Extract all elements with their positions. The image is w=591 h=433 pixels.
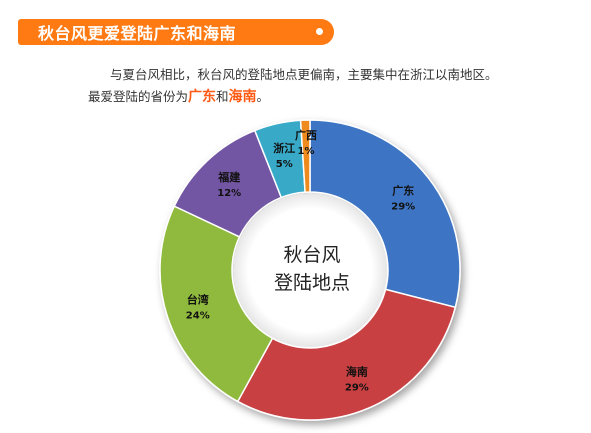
section-title-banner: 秋台风更爱登陆广东和海南 <box>18 19 334 45</box>
description-prefix: 最爱登陆的省份为 <box>88 89 189 104</box>
donut-slice-5 <box>299 119 311 193</box>
slice-label-4: 浙江 <box>273 141 295 155</box>
slice-value-2: 24% <box>186 310 210 321</box>
donut-slice-0 <box>309 119 461 309</box>
slice-label-1: 海南 <box>346 364 368 378</box>
donut-slice-1 <box>236 288 457 421</box>
banner-dot-icon <box>316 28 323 35</box>
description: 与夏台风相比，秋台风的登陆地点更偏南，主要集中在浙江以南地区。 最爱登陆的省份为… <box>88 64 583 108</box>
slice-value-4: 5% <box>276 159 293 170</box>
donut-slice-2 <box>159 205 274 403</box>
highlight-guangdong: 广东 <box>188 89 217 105</box>
slice-label-2: 台湾 <box>187 292 209 306</box>
center-label-line-1: 秋台风 <box>283 244 340 266</box>
slice-value-1: 29% <box>345 382 369 393</box>
slice-label-0: 广东 <box>392 184 414 198</box>
slice-value-3: 12% <box>217 188 241 199</box>
description-line-1: 与夏台风相比，秋台风的登陆地点更偏南，主要集中在浙江以南地区。 <box>110 67 498 82</box>
slice-value-5: 1% <box>297 146 314 157</box>
slice-label-3: 福建 <box>217 170 241 184</box>
donut-hole <box>233 193 387 347</box>
slice-value-0: 29% <box>391 202 415 213</box>
donut-slices <box>159 119 461 421</box>
donut-labels: 广东 29% 海南 29% 台湾 24% 福建 12% 浙江 5% 广西 1% <box>186 128 415 393</box>
description-connector: 和 <box>216 89 229 104</box>
highlight-hainan: 海南 <box>228 89 257 105</box>
section-title: 秋台风更爱登陆广东和海南 <box>38 24 237 43</box>
slice-label-5: 广西 <box>295 128 317 142</box>
center-label-line-2: 登陆地点 <box>274 272 350 294</box>
description-suffix: 。 <box>256 89 270 104</box>
description-line-2: 最爱登陆的省份为广东和海南。 <box>88 86 583 108</box>
